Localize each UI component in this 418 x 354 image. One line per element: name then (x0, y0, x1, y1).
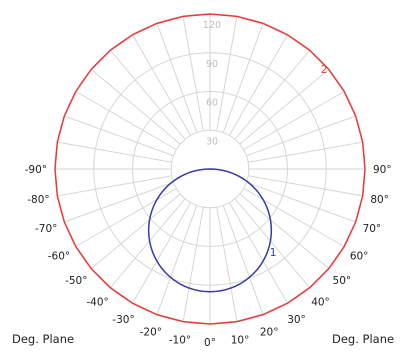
ring-label-90: 90 (206, 59, 218, 70)
angle-tick-label: 20° (260, 327, 279, 339)
angle-tick-label: 80° (370, 194, 389, 206)
grid-spoke-100 (248, 141, 363, 163)
ring-label-120: 120 (203, 20, 221, 31)
grid-spoke-30 (228, 202, 288, 304)
angle-tick-label: -10° (169, 334, 191, 346)
grid-spoke-160 (222, 23, 264, 133)
grid-spoke-170 (216, 16, 238, 131)
grid-spoke-120 (243, 91, 345, 151)
angle-tick-label: 90° (373, 164, 392, 176)
grid-spoke-260 (57, 141, 172, 163)
grid-spoke-250 (64, 115, 174, 157)
angle-tick-label: -40° (86, 297, 108, 309)
angle-tick-label: 10° (231, 334, 250, 346)
grid-spoke-330 (132, 202, 192, 304)
angle-tick-label: 0° (204, 337, 216, 349)
plane-label-left: Deg. Plane (12, 332, 74, 346)
angle-tick-label: 70° (363, 223, 382, 235)
grid-spoke-220 (109, 49, 186, 140)
grid-spoke-60 (243, 187, 345, 247)
angle-tick-labels: -90° -80° -70° -60° -50° -40° -30° -20° -10° 0° 10… (25, 164, 392, 349)
angle-tick-label: 30° (287, 314, 306, 326)
grid-spoke-130 (239, 68, 330, 145)
angle-tick-label: -50° (65, 275, 87, 287)
grid-spoke-310 (90, 193, 181, 270)
angle-tick-label: -20° (140, 327, 162, 339)
grid-spoke-200 (156, 23, 198, 133)
series-line-2 (54, 13, 366, 325)
grid-spoke-290 (64, 181, 174, 223)
angle-tick-label: -90° (25, 164, 47, 176)
grid-spoke-210 (132, 34, 192, 136)
grid-spoke-320 (109, 198, 186, 289)
series-label-2: 2 (321, 64, 328, 76)
angle-tick-label: -30° (112, 314, 134, 326)
grid-spoke-110 (246, 115, 356, 157)
angle-tick-label: 40° (311, 297, 330, 309)
grid-spoke-40 (234, 198, 311, 289)
grid-spoke-70 (246, 181, 356, 223)
angle-tick-label: -80° (27, 194, 49, 206)
series-line-1 (147, 168, 273, 293)
grid-spoke-10 (216, 207, 238, 322)
angle-tick-label: 50° (333, 275, 352, 287)
grid-spoke-50 (239, 193, 330, 270)
series-label-1: 1 (270, 247, 277, 259)
series-group: 12 (54, 13, 366, 325)
grid-spoke-20 (222, 205, 264, 315)
grid-spoke-240 (75, 91, 177, 151)
grid-spoke-350 (182, 207, 204, 322)
ring-label-30: 30 (206, 136, 218, 147)
grid-spoke-140 (234, 49, 311, 140)
grid-spoke-230 (90, 68, 181, 145)
angle-tick-label: 60° (350, 251, 369, 263)
grid-spoke-80 (248, 175, 363, 197)
grid-spoke-340 (156, 205, 198, 315)
ring-label-60: 60 (206, 98, 218, 109)
grid-spoke-300 (75, 187, 177, 247)
angle-tick-label: -70° (35, 223, 57, 235)
angle-tick-label: -60° (48, 251, 70, 263)
grid-spoke-150 (228, 34, 288, 136)
grid-spoke-190 (182, 16, 204, 131)
ring-labels: 30 60 90 120 (203, 20, 221, 147)
grid-spoke-280 (57, 175, 172, 197)
plane-label-right: Deg. Plane (332, 332, 394, 346)
